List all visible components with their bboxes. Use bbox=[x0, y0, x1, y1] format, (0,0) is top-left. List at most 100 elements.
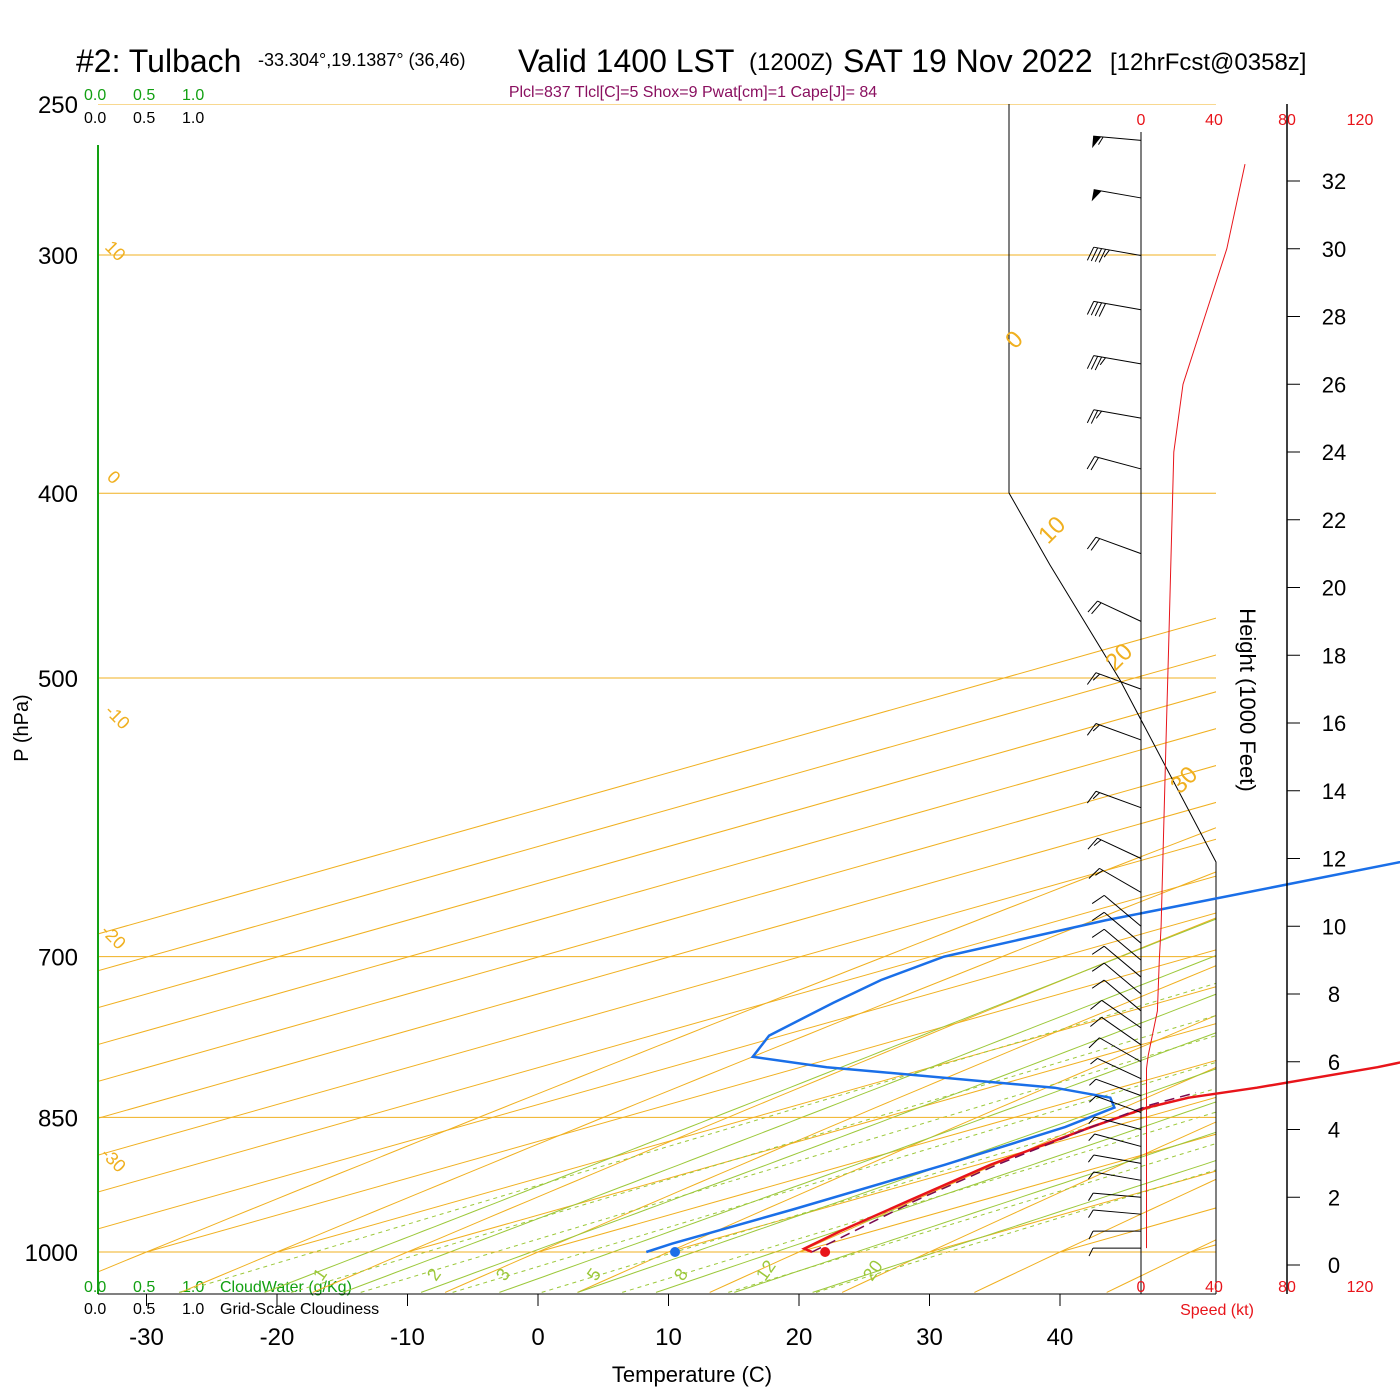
wind-barb bbox=[1086, 672, 1142, 690]
wind-barb-staff bbox=[1103, 928, 1142, 961]
wind-barb-staff bbox=[1103, 895, 1142, 927]
speed-tick-label-bottom: 120 bbox=[1347, 1279, 1374, 1296]
wind-barb bbox=[1088, 1209, 1142, 1218]
wind-barb-feather bbox=[1091, 602, 1102, 615]
wind-barb bbox=[1091, 962, 1142, 995]
height-tick-label: 20 bbox=[1322, 576, 1346, 601]
valid-time: Valid 1400 LST bbox=[518, 43, 734, 79]
height-tick-label: 14 bbox=[1322, 779, 1346, 804]
station-coords: -33.304°,19.1387° (36,46) bbox=[258, 50, 466, 70]
cloud-scale-tick: 1.0 bbox=[182, 1301, 204, 1318]
wind-barb-staff bbox=[1097, 1057, 1142, 1080]
wind-barb-staff bbox=[1095, 723, 1142, 741]
cloud-scale-tick: 1.0 bbox=[182, 87, 204, 104]
moist-adiabat bbox=[264, 918, 1216, 1293]
dry-adiabat bbox=[709, 1066, 1216, 1293]
wind-barb-feather bbox=[1092, 724, 1100, 732]
wind-barb-staff bbox=[1093, 1154, 1142, 1164]
isotherm-label: 20 bbox=[1100, 638, 1138, 676]
moist-adiabat bbox=[577, 1068, 1216, 1293]
wind-barb-feather bbox=[1089, 1078, 1097, 1086]
wind-barb-feather bbox=[1093, 839, 1102, 846]
dry-adiabat bbox=[444, 965, 1216, 1293]
wind-barb bbox=[1088, 867, 1142, 893]
moist-adiabat bbox=[342, 955, 1216, 1293]
mixing-ratio-line bbox=[360, 1035, 1216, 1293]
wind-barb-staff bbox=[1094, 456, 1142, 470]
isotherm bbox=[146, 949, 1216, 1253]
height-tick-label: 26 bbox=[1322, 372, 1346, 397]
isotherm bbox=[537, 1059, 1216, 1253]
wind-barb-feather bbox=[1090, 999, 1102, 1010]
speed-tick-label-top: 80 bbox=[1278, 112, 1296, 129]
wind-barb bbox=[1088, 1230, 1141, 1240]
height-tick-label: 30 bbox=[1322, 237, 1346, 262]
cloud-scale-tick: 0.5 bbox=[133, 1301, 155, 1318]
speed-axis-title: Speed (kt) bbox=[1180, 1302, 1254, 1319]
height-axis-title: Height (1000 Feet) bbox=[1235, 608, 1260, 791]
isotherm-label: 10 bbox=[101, 237, 129, 265]
cloud-scale-tick: 0.5 bbox=[133, 110, 155, 127]
wind-barb bbox=[1091, 928, 1142, 961]
cloudiness-scale-top: 0.0 0.5 1.0 bbox=[84, 110, 204, 127]
wind-barb-feather bbox=[1090, 1058, 1098, 1065]
wind-barb-feather bbox=[1095, 869, 1104, 876]
wind-barb-staff bbox=[1099, 867, 1142, 893]
height-tick-label: 16 bbox=[1322, 711, 1346, 736]
moist-adiabat bbox=[734, 1131, 1216, 1293]
mixing-ratio-label: 12 bbox=[752, 1256, 780, 1284]
wind-barb-staff bbox=[1095, 536, 1142, 555]
wind-barb-feather bbox=[1086, 246, 1095, 261]
wind-barb-staff bbox=[1093, 409, 1142, 419]
cloud-scale-tick: 0.0 bbox=[84, 1279, 106, 1296]
plot-right-boundary bbox=[1008, 104, 1217, 1294]
cloudwater-scale-bottom: 0.0 0.5 1.0 CloudWater (g/Kg) bbox=[84, 1279, 352, 1296]
x-tick-label: -20 bbox=[260, 1324, 295, 1351]
wind-barb bbox=[1087, 837, 1142, 859]
wind-barb-feather bbox=[1090, 301, 1099, 316]
isotherm bbox=[276, 986, 1216, 1253]
wind-barb-feather bbox=[1089, 1095, 1097, 1103]
pressure-tick-label: 300 bbox=[38, 243, 78, 270]
wind-barb bbox=[1087, 1154, 1142, 1164]
wind-barb-feather bbox=[1094, 356, 1103, 371]
wind-barb-feather bbox=[1098, 249, 1106, 263]
cloud-scale-tick: 0.0 bbox=[84, 1301, 106, 1318]
dry-adiabat bbox=[98, 827, 1216, 1273]
wind-barb bbox=[1092, 135, 1142, 149]
height-tick-label: 2 bbox=[1328, 1185, 1340, 1210]
wind-barb-feather bbox=[1098, 136, 1104, 145]
speed-tick-label-top: 120 bbox=[1347, 112, 1374, 129]
wind-barb bbox=[1089, 1078, 1142, 1097]
wind-barb-feather bbox=[1094, 302, 1103, 317]
wind-barb-feather bbox=[1087, 600, 1098, 613]
moist-adiabat bbox=[499, 1032, 1216, 1293]
x-tick-label: 0 bbox=[531, 1324, 544, 1351]
wind-barb bbox=[1086, 355, 1142, 371]
wind-barb-feather bbox=[1086, 790, 1097, 804]
wind-barb bbox=[1087, 1171, 1142, 1181]
mixing-ratio-line bbox=[815, 1169, 1216, 1293]
wind-barb-feather bbox=[1090, 1016, 1102, 1027]
wind-barb bbox=[1091, 894, 1142, 927]
wind-barb-pennant bbox=[1091, 189, 1102, 202]
wind-barb-feather bbox=[1092, 673, 1100, 681]
isotherm bbox=[407, 1023, 1216, 1253]
wind-barb bbox=[1088, 1116, 1142, 1130]
wind-barb-staff bbox=[1101, 999, 1142, 1029]
wind-panel: 0246810121416182022242628303200404080801… bbox=[1086, 104, 1374, 1296]
wind-barb-pennant bbox=[1092, 136, 1102, 149]
cloudwater-scale-top: 0.0 0.5 1.0 bbox=[84, 87, 204, 104]
x-tick-label: -30 bbox=[129, 1324, 164, 1351]
wind-barb-staff bbox=[1094, 1116, 1142, 1130]
x-tick-label: -10 bbox=[390, 1324, 425, 1351]
wind-barb bbox=[1086, 536, 1142, 555]
dry-adiabat bbox=[1239, 70, 1400, 1292]
isotherm bbox=[98, 838, 1216, 1156]
wind-barb-feather bbox=[1086, 672, 1097, 685]
wind-barb-feather bbox=[1086, 409, 1095, 424]
cloud-scale-tick: 0.0 bbox=[84, 87, 106, 104]
isotherm-label: 10 bbox=[1033, 511, 1071, 549]
